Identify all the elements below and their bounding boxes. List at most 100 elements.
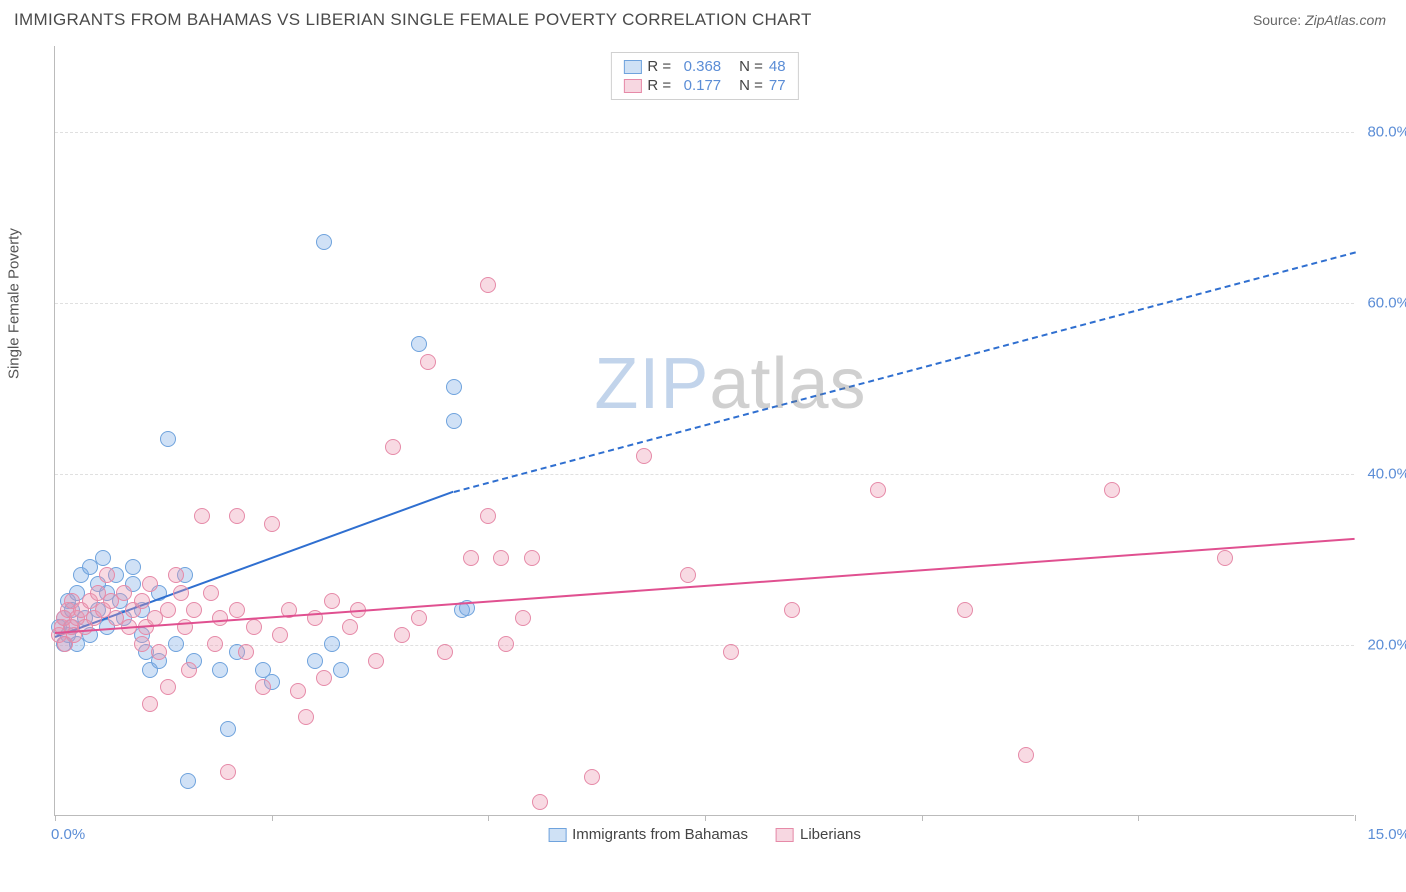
data-point <box>957 602 973 618</box>
chart-container: Single Female Poverty ZIPatlas R =0.368N… <box>50 46 1390 846</box>
legend-swatch <box>623 60 641 74</box>
series-legend-item: Liberians <box>776 826 861 843</box>
gridline-h <box>55 132 1354 133</box>
data-point <box>134 593 150 609</box>
data-point <box>480 277 496 293</box>
data-point <box>99 567 115 583</box>
data-point <box>160 431 176 447</box>
data-point <box>411 336 427 352</box>
data-point <box>229 602 245 618</box>
data-point <box>463 550 479 566</box>
scatter-plot: ZIPatlas R =0.368N = 48R =0.177N = 77 0.… <box>54 46 1354 816</box>
data-point <box>125 559 141 575</box>
data-point <box>1104 482 1120 498</box>
data-point <box>186 602 202 618</box>
data-point <box>160 602 176 618</box>
data-point <box>342 619 358 635</box>
data-point <box>229 508 245 524</box>
data-point <box>116 585 132 601</box>
y-tick-label: 20.0% <box>1367 636 1406 653</box>
y-tick-label: 40.0% <box>1367 465 1406 482</box>
x-tick <box>55 815 56 821</box>
data-point <box>307 653 323 669</box>
trend-line <box>453 251 1355 492</box>
data-point <box>255 679 271 695</box>
data-point <box>493 550 509 566</box>
data-point <box>1018 747 1034 763</box>
data-point <box>95 550 111 566</box>
stats-legend-row: R =0.177N = 77 <box>623 76 785 95</box>
chart-title: IMMIGRANTS FROM BAHAMAS VS LIBERIAN SING… <box>14 10 812 30</box>
data-point <box>151 644 167 660</box>
data-point <box>134 636 150 652</box>
y-tick-label: 80.0% <box>1367 123 1406 140</box>
x-axis-max-label: 15.0% <box>1367 826 1406 843</box>
data-point <box>394 627 410 643</box>
data-point <box>168 636 184 652</box>
x-tick <box>272 815 273 821</box>
data-point <box>680 567 696 583</box>
data-point <box>446 379 462 395</box>
data-point <box>584 769 600 785</box>
data-point <box>264 516 280 532</box>
data-point <box>324 593 340 609</box>
data-point <box>316 234 332 250</box>
legend-swatch <box>776 828 794 842</box>
data-point <box>532 794 548 810</box>
data-point <box>290 683 306 699</box>
data-point <box>411 610 427 626</box>
n-value: 77 <box>769 77 786 94</box>
data-point <box>515 610 531 626</box>
data-point <box>324 636 340 652</box>
x-tick <box>1138 815 1139 821</box>
x-tick <box>488 815 489 821</box>
data-point <box>333 662 349 678</box>
data-point <box>723 644 739 660</box>
data-point <box>368 653 384 669</box>
stats-legend: R =0.368N = 48R =0.177N = 77 <box>610 52 798 100</box>
data-point <box>437 644 453 660</box>
x-axis-min-label: 0.0% <box>51 826 85 843</box>
data-point <box>194 508 210 524</box>
data-point <box>870 482 886 498</box>
source-site: ZipAtlas.com <box>1305 12 1386 28</box>
trend-line <box>55 538 1355 634</box>
x-tick <box>705 815 706 821</box>
r-value: 0.368 <box>677 58 721 75</box>
r-value: 0.177 <box>677 77 721 94</box>
gridline-h <box>55 474 1354 475</box>
data-point <box>272 627 288 643</box>
watermark-atlas: atlas <box>709 344 866 424</box>
r-label: R = <box>647 77 671 94</box>
data-point <box>142 576 158 592</box>
data-point <box>636 448 652 464</box>
data-point <box>1217 550 1233 566</box>
data-point <box>207 636 223 652</box>
data-point <box>203 585 219 601</box>
data-point <box>498 636 514 652</box>
stats-legend-row: R =0.368N = 48 <box>623 57 785 76</box>
data-point <box>385 439 401 455</box>
data-point <box>212 662 228 678</box>
data-point <box>446 413 462 429</box>
y-tick-label: 60.0% <box>1367 294 1406 311</box>
data-point <box>524 550 540 566</box>
data-point <box>181 662 197 678</box>
legend-swatch <box>623 79 641 93</box>
data-point <box>220 764 236 780</box>
data-point <box>142 696 158 712</box>
series-name: Liberians <box>800 826 861 843</box>
data-point <box>420 354 436 370</box>
n-label: N = <box>739 58 763 75</box>
data-point <box>180 773 196 789</box>
source-attribution: Source: ZipAtlas.com <box>1253 12 1386 28</box>
data-point <box>220 721 236 737</box>
x-tick <box>1355 815 1356 821</box>
data-point <box>784 602 800 618</box>
legend-swatch <box>548 828 566 842</box>
data-point <box>238 644 254 660</box>
data-point <box>298 709 314 725</box>
r-label: R = <box>647 58 671 75</box>
data-point <box>212 610 228 626</box>
y-axis-label: Single Female Poverty <box>6 228 23 379</box>
